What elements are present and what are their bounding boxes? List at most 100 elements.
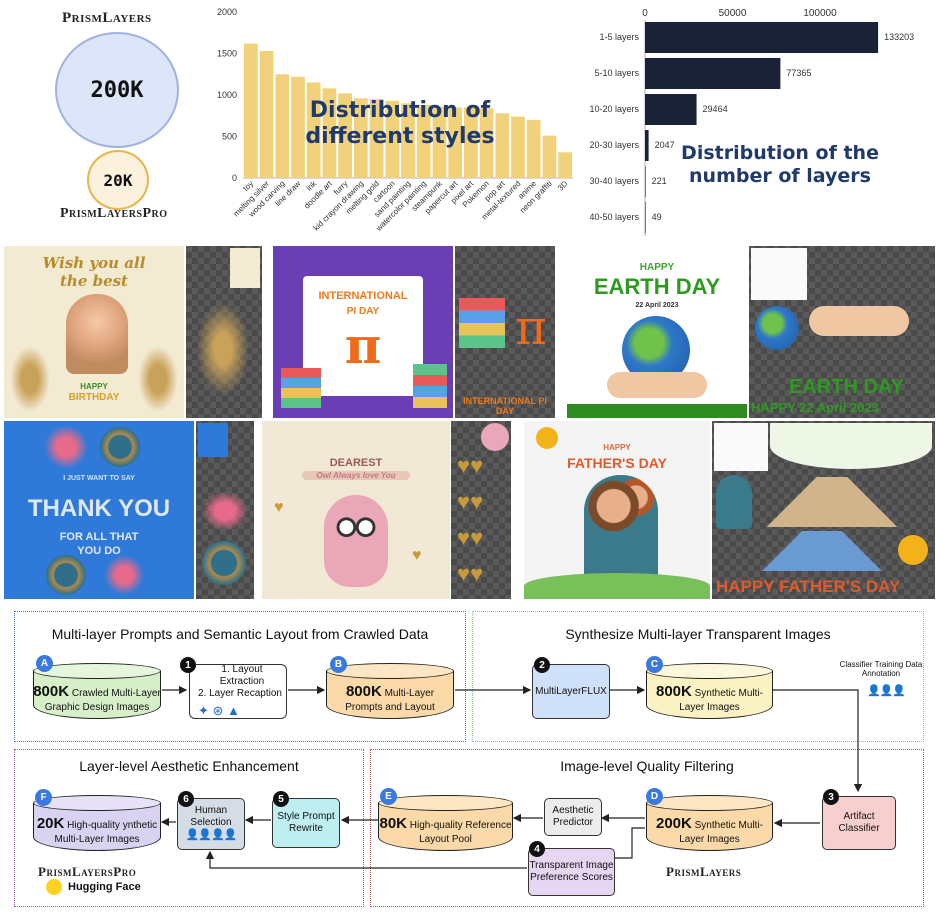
style-bar	[291, 76, 305, 178]
card-owl-line1: DEAREST	[329, 457, 383, 469]
step3-label: Artifact Classifier	[838, 811, 880, 834]
db-a-count: 800K	[33, 683, 70, 700]
sun-icon	[536, 427, 558, 449]
style-bar	[322, 88, 337, 178]
card-earth-line1: HAPPY	[639, 262, 675, 273]
layers-xtick-label: 0	[642, 8, 648, 19]
style-bar	[385, 100, 400, 178]
leaves-row	[567, 404, 747, 418]
section-synthesize: Synthesize Multi-layer Transparent Image…	[472, 611, 924, 742]
db-prismlayerspro-20k: 20K High-quality ynthetic Multi-Layer Im…	[33, 795, 161, 851]
style-bar	[495, 113, 510, 178]
card-thank-you: I JUST WANT TO SAY THANK YOU FOR ALL THA…	[4, 421, 194, 599]
flower-top	[44, 425, 88, 469]
card-pi-symbol: π	[344, 316, 382, 375]
layers-value-label: 221	[652, 176, 667, 186]
card-father-line1: HAPPY	[603, 443, 631, 452]
db-e-label: High-quality Reference Layout Pool	[409, 820, 512, 845]
style-bar	[259, 51, 274, 179]
aesthetic-predictor-box: Aesthetic Predictor	[544, 798, 602, 836]
card-owl-layers: ♥♥ ♥♥ ♥♥ ♥♥	[451, 421, 511, 599]
badge-c: C	[646, 656, 663, 673]
card-father-line2: FATHER'S DAY	[567, 455, 667, 471]
section-quality: Image-level Quality Filtering	[370, 749, 924, 907]
card-earth-layers: EARTH DAY HAPPY 22 April 2023	[749, 246, 935, 418]
style-bar	[448, 107, 462, 178]
style-bar	[479, 108, 494, 178]
db-c-count: 800K	[656, 683, 692, 700]
badge-b: B	[330, 656, 347, 673]
style-bar	[432, 106, 447, 178]
card-thanks-line1: I JUST WANT TO SAY	[63, 475, 135, 482]
style-bar	[244, 43, 258, 178]
layers-category-label: 1-5 layers	[599, 32, 639, 42]
card-pi-line1: INTERNATIONAL	[318, 290, 408, 302]
style-bar	[401, 103, 415, 178]
section-aesthetic-title: Layer-level Aesthetic Enhancement	[79, 758, 299, 774]
db-e-count: 80K	[379, 815, 408, 832]
badge-5: 5	[273, 791, 289, 807]
layers-value-label: 29464	[703, 104, 728, 114]
style-bar	[464, 107, 478, 178]
layers-bar	[645, 58, 781, 89]
badge-4: 4	[529, 841, 545, 857]
section-prompts-title: Multi-layer Prompts and Semantic Layout …	[51, 626, 429, 642]
db-c-label: Synthetic Multi-Layer Images	[679, 688, 763, 713]
hand	[607, 372, 707, 398]
annotation-label: Classifier Training Data Annotation	[839, 660, 923, 678]
card-owl: DEAREST Owl Always love You ♥ ♥	[262, 421, 450, 599]
layout-extraction-box: 1. Layout Extraction 2. Layer Recaption …	[189, 664, 287, 719]
card-thanks-line2: THANK YOU	[27, 495, 171, 522]
card-earth-day: HAPPY EARTH DAY 22 April 2023	[567, 246, 747, 418]
preference-scores-box: Transparent Image Preference Scores	[528, 848, 615, 896]
style-bar	[416, 104, 431, 178]
db-crawled-images: 800K Crawled Multi-Layer Graphic Design …	[33, 663, 161, 719]
style-ytick-label: 1500	[217, 49, 237, 59]
circle-200k-label: 200K	[90, 77, 144, 103]
badge-3: 3	[823, 789, 839, 805]
db-d-count: 200K	[656, 815, 692, 832]
medallion-bottom	[46, 555, 86, 595]
card-pi-day: INTERNATIONAL PI DAY π	[273, 246, 453, 418]
grass	[524, 573, 710, 599]
aesthetic-label: Aesthetic Predictor	[552, 805, 594, 828]
card-thanks-line3: FOR ALL THAT	[59, 531, 139, 543]
layers-bar	[645, 166, 646, 197]
card-earth-line2: EARTH DAY	[593, 274, 721, 299]
badge-d: D	[646, 788, 663, 805]
layers-value-label: 133203	[884, 32, 914, 42]
step2-label: MultiLayerFLUX	[535, 685, 607, 697]
badge-2: 2	[534, 657, 550, 673]
layers-category-label: 40-50 layers	[589, 212, 639, 222]
card-earth-line3: 22 April 2023	[635, 302, 679, 309]
style-bar	[558, 152, 572, 178]
db-prismlayers-200k: 200K Synthetic Multi-Layer Images	[646, 795, 773, 851]
style-bar	[542, 135, 557, 178]
style-bar	[511, 116, 525, 178]
book-stack-right	[413, 364, 447, 408]
brand-prismlayers: PrismLayers	[62, 10, 152, 26]
circle-200k: 200K	[55, 32, 179, 148]
section-quality-title: Image-level Quality Filtering	[560, 758, 734, 774]
db-reference-layout-pool: 80K High-quality Reference Layout Pool	[378, 795, 513, 851]
step1-line1: 1. Layout Extraction	[219, 664, 265, 688]
layers-value-label: 77365	[786, 68, 811, 78]
card-birthday-line4: BIRTHDAY	[68, 392, 120, 403]
card-thanks-line4: YOU DO	[77, 545, 121, 557]
card-pi-layers: π INTERNATIONAL PI DAY	[455, 246, 555, 418]
badge-e: E	[380, 788, 397, 805]
step5-label: Style Prompt Rewrite	[277, 811, 335, 834]
style-bar	[526, 119, 541, 178]
card-earth-strip2: HAPPY 22 April 2023	[751, 400, 879, 415]
pi-layer-symbol: π	[515, 300, 547, 356]
style-bar	[369, 99, 384, 178]
layers-category-label: 10-20 layers	[589, 104, 639, 114]
style-ytick-label: 0	[232, 173, 237, 183]
layers-xtick-label: 50000	[719, 8, 747, 19]
layers-category-label: 20-30 layers	[589, 140, 639, 150]
layers-chart-title: Distribution of the number of layers	[681, 142, 879, 187]
db-d-label: Synthetic Multi-Layer Images	[679, 820, 763, 845]
step6-label: Human Selection	[190, 805, 232, 829]
